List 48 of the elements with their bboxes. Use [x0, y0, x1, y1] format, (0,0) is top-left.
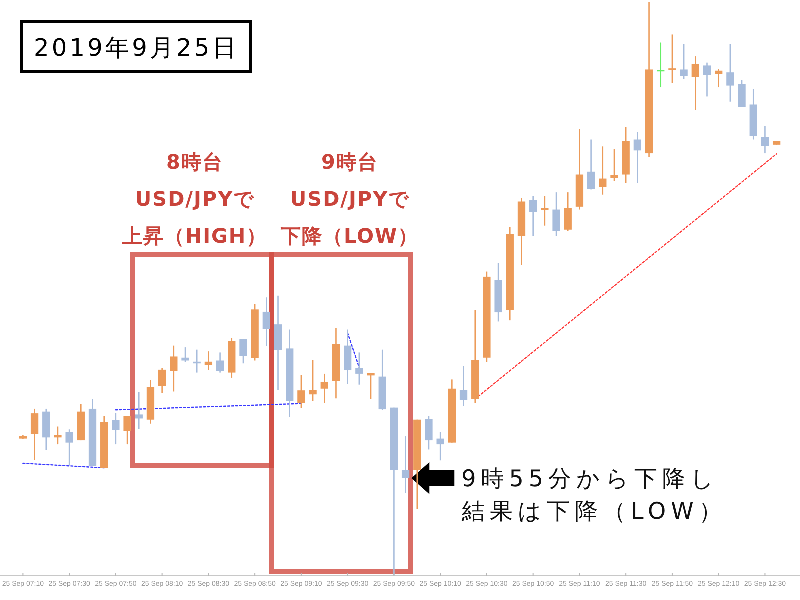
candlestick [182, 346, 190, 364]
candlestick [610, 148, 618, 182]
candlestick [320, 373, 328, 404]
candlestick [668, 34, 676, 84]
candlestick [112, 412, 120, 446]
candlestick [738, 79, 746, 108]
candlestick [262, 296, 270, 348]
candlestick [726, 44, 734, 103]
annotation: 8時台 [166, 150, 224, 174]
candlestick [30, 408, 39, 461]
candlestick [356, 352, 364, 386]
annotation: 9時55分から下降し [462, 466, 720, 492]
candlestick [530, 195, 538, 237]
candlestick [703, 62, 712, 98]
candlestick [657, 42, 665, 88]
candlestick [425, 416, 433, 450]
candlestick [216, 352, 224, 374]
annotation: 下降（LOW） [280, 224, 420, 248]
candlestick [66, 428, 74, 466]
candlestick [298, 374, 306, 410]
candlestick [680, 44, 688, 80]
candlestick [436, 432, 444, 462]
candlestick [135, 392, 143, 430]
candlestick [541, 195, 549, 227]
candlestick [599, 146, 607, 196]
annotation: 9時台 [322, 150, 378, 174]
candlestick [158, 368, 166, 394]
candlestick [552, 192, 560, 237]
candlestick [240, 338, 248, 364]
candlestick [761, 125, 770, 154]
candlestick [587, 139, 596, 190]
candlestick [634, 132, 642, 184]
text: 2019年9月25日 [34, 34, 239, 62]
candlestick [54, 426, 62, 446]
candlestick [309, 360, 317, 402]
candlestick [692, 56, 700, 112]
annotation: 上昇（HIGH） [121, 224, 268, 248]
candlestick [564, 192, 572, 232]
candlestick [402, 436, 410, 494]
candlestick [460, 366, 468, 407]
candlestick [715, 68, 723, 88]
candlestick [124, 416, 132, 446]
candlestick [170, 345, 178, 392]
candlestick [367, 372, 375, 400]
annotation: 結果は下降（LOW） [461, 499, 727, 525]
candlestick [204, 350, 213, 372]
annotation: USD/JPYで [135, 187, 255, 211]
annotation: USD/JPYで [290, 187, 410, 211]
